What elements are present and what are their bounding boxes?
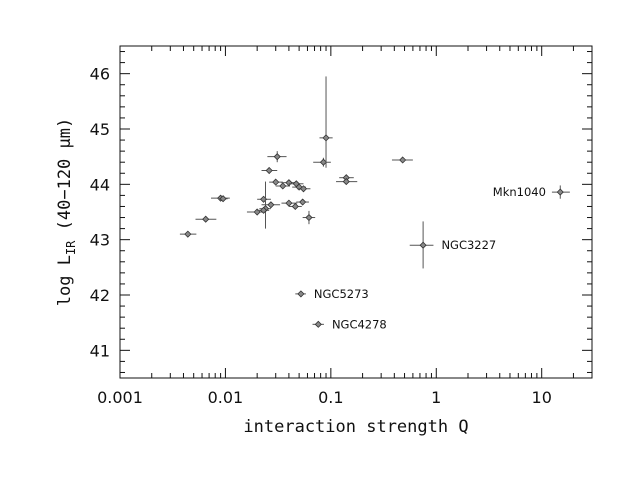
point-marker bbox=[299, 185, 308, 193]
point-marker bbox=[556, 188, 564, 196]
data-point bbox=[267, 151, 287, 163]
point-marker bbox=[285, 199, 293, 207]
data-point bbox=[313, 157, 331, 167]
point-marker bbox=[314, 320, 322, 328]
x-tick-label: 0.01 bbox=[208, 388, 244, 407]
point-marker bbox=[272, 178, 280, 186]
y-tick-label: 42 bbox=[90, 286, 110, 305]
point-annotation: NGC5273 bbox=[314, 287, 369, 301]
point-marker bbox=[279, 182, 287, 190]
labeled-data-point: NGC3227 bbox=[409, 221, 496, 269]
point-marker bbox=[399, 156, 407, 164]
data-point bbox=[257, 206, 270, 214]
labeled-data-point: NGC4278 bbox=[312, 317, 387, 331]
data-points: Mkn1040 NGC3227 NGC5273 NGC4278 bbox=[179, 76, 570, 331]
point-marker bbox=[219, 195, 227, 203]
x-tick-label: 0.001 bbox=[97, 388, 143, 407]
point-marker bbox=[253, 208, 261, 216]
y-axis-label-tail: (40−120 μm) bbox=[55, 118, 75, 241]
data-point bbox=[261, 201, 281, 209]
data-point bbox=[297, 185, 311, 193]
data-point bbox=[336, 178, 358, 186]
data-point bbox=[195, 215, 217, 223]
point-marker bbox=[291, 202, 299, 211]
labeled-data-point: NGC5273 bbox=[295, 287, 369, 301]
point-annotation: NGC3227 bbox=[441, 238, 496, 252]
point-marker bbox=[184, 230, 192, 238]
y-tick-label: 41 bbox=[90, 341, 110, 360]
point-marker bbox=[297, 290, 305, 298]
point-marker bbox=[267, 201, 275, 209]
x-axis-label: interaction strength Q bbox=[243, 417, 468, 437]
labeled-data-point: Mkn1040 bbox=[493, 185, 570, 199]
data-point bbox=[302, 210, 316, 225]
point-marker bbox=[322, 134, 330, 142]
data-point bbox=[217, 195, 228, 203]
plot-frame bbox=[119, 45, 593, 379]
y-tick-label: 45 bbox=[90, 120, 110, 139]
data-point bbox=[257, 195, 271, 203]
point-marker bbox=[259, 206, 268, 214]
data-point bbox=[261, 166, 278, 175]
x-tick-label: 0.1 bbox=[318, 388, 343, 407]
x-tick-label: 1 bbox=[431, 388, 441, 407]
data-point bbox=[275, 182, 291, 190]
point-annotation: Mkn1040 bbox=[493, 185, 546, 199]
point-marker bbox=[285, 179, 293, 187]
data-point bbox=[288, 202, 302, 211]
point-annotation: NGC4278 bbox=[332, 317, 387, 331]
y-axis-label-main: log L bbox=[55, 255, 75, 306]
x-tick-label: 10 bbox=[532, 388, 552, 407]
y-tick-label: 44 bbox=[90, 175, 110, 194]
axis-ticks bbox=[119, 46, 592, 378]
data-point bbox=[391, 156, 413, 164]
point-marker bbox=[202, 215, 210, 223]
point-marker bbox=[265, 166, 273, 175]
point-marker bbox=[419, 241, 427, 249]
data-point bbox=[269, 178, 283, 186]
point-marker bbox=[299, 198, 307, 206]
tick-labels: 0.001 0.01 0.1 1 10 41 42 43 44 45 46 bbox=[90, 65, 552, 407]
point-marker bbox=[342, 178, 350, 186]
data-point bbox=[319, 76, 333, 168]
data-point bbox=[179, 230, 197, 238]
y-tick-label: 46 bbox=[90, 65, 110, 84]
point-marker bbox=[273, 153, 281, 161]
y-axis-label-sub: IR bbox=[64, 240, 78, 255]
y-axis-label: log LIR (40−120 μm) bbox=[55, 118, 78, 306]
point-marker bbox=[319, 158, 327, 166]
data-point bbox=[296, 198, 309, 206]
point-marker bbox=[305, 213, 313, 222]
y-tick-label: 43 bbox=[90, 231, 110, 250]
